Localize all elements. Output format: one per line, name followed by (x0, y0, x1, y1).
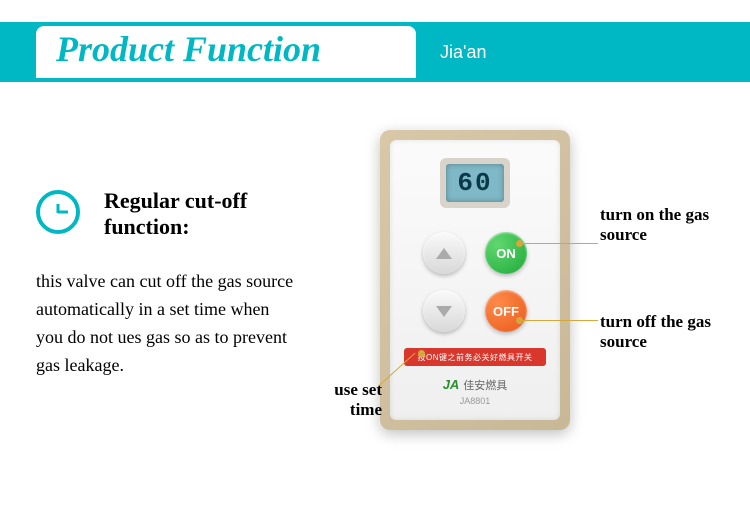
device-panel: 60 ON OFF 按ON键之前务必关好燃具开关 JA佳安燃具 JA8801 (380, 130, 570, 430)
model-number: JA8801 (390, 396, 560, 406)
arrow-up-icon (436, 248, 452, 259)
device-face: 60 ON OFF 按ON键之前务必关好燃具开关 JA佳安燃具 JA8801 (390, 140, 560, 420)
brand-label: Jia'an (440, 42, 486, 63)
device-logo: JA佳安燃具 (390, 376, 560, 394)
off-button[interactable]: OFF (485, 290, 527, 332)
down-button[interactable] (423, 290, 465, 332)
section-title-line1: Regular cut-off (104, 188, 247, 213)
warning-strip: 按ON键之前务必关好燃具开关 (404, 348, 546, 366)
callout-set-line1: use set (334, 380, 382, 399)
arrow-down-icon (436, 306, 452, 317)
callout-set-line2: time (350, 400, 382, 419)
leader-on-dot (516, 240, 523, 247)
section-title-line2: function: (104, 214, 190, 239)
lcd-display: 60 (446, 164, 504, 202)
section-body: this valve can cut off the gas source au… (36, 268, 296, 380)
clock-icon (36, 190, 80, 234)
section-title: Regular cut-off function: (104, 188, 247, 241)
callout-on: turn on the gas source (600, 205, 730, 246)
logo-mark: JA (443, 377, 460, 392)
callout-off: turn off the gas source (600, 312, 730, 353)
page-title: Product Function (56, 28, 321, 70)
leader-on (520, 243, 598, 244)
leader-set-dot (418, 350, 425, 357)
leader-off-dot (516, 317, 523, 324)
lcd-frame: 60 (440, 158, 510, 208)
logo-text: 佳安燃具 (463, 380, 507, 392)
on-button[interactable]: ON (485, 232, 527, 274)
up-button[interactable] (423, 232, 465, 274)
callout-set: use set time (302, 380, 382, 421)
leader-off (520, 320, 598, 321)
